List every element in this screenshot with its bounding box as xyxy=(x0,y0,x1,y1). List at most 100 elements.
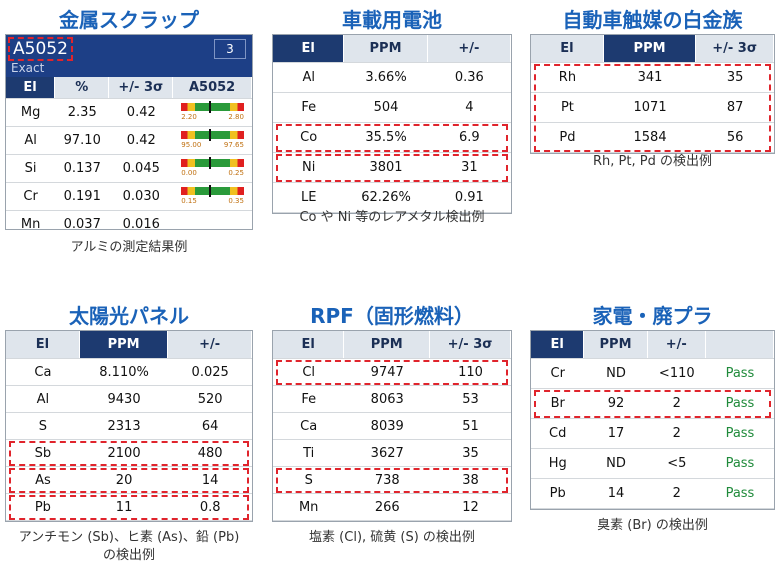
caption: アルミの測定結果例 xyxy=(70,240,188,255)
table-cell: Pass xyxy=(725,456,755,471)
table-cell: Ni xyxy=(302,160,316,175)
table-cell: 56 xyxy=(726,130,744,145)
table-cell: 14 xyxy=(201,472,219,488)
column-header-cell: +/- 3σ xyxy=(430,331,511,358)
panel: RPF（固形燃料） El PPM +/- 3σ Cl 9747 110 Fe 8063 53 Ca 8… xyxy=(272,0,512,568)
table-cell: 87 xyxy=(726,100,744,115)
table-cell: 9747 xyxy=(370,364,404,380)
table-cell: 62.26% xyxy=(361,190,411,205)
table-cell: Al xyxy=(24,133,37,148)
column-header-cell: PPM xyxy=(584,331,648,358)
column-header-cell: El xyxy=(6,331,80,358)
table-row: Mn 266 12 xyxy=(273,494,511,521)
column-header-cell xyxy=(705,331,774,358)
table-cell: Al xyxy=(302,70,315,85)
table-row: S 2313 64 xyxy=(6,413,252,440)
table-cell: Pb xyxy=(549,486,566,501)
panel-title: RPF（固形燃料） xyxy=(310,304,474,328)
table-cell: Pd xyxy=(559,130,576,145)
column-header-cell: PPM xyxy=(344,35,428,62)
table-cell: 0.191 xyxy=(63,189,101,204)
column-header-cell: El xyxy=(531,35,604,62)
table-cell: Ti xyxy=(303,445,315,461)
column-header-cell: El xyxy=(273,35,345,62)
table-cell: 35 xyxy=(726,70,744,85)
table-cell: 738 xyxy=(374,472,400,488)
table-cell: 20 xyxy=(115,472,133,488)
table-cell: Fe xyxy=(301,391,317,407)
table-row: Mn 0.037 0.016 xyxy=(6,211,252,230)
range-max: 0.35 xyxy=(228,197,244,205)
range-min: 2.20 xyxy=(181,113,197,121)
table-cell: 520 xyxy=(197,391,223,407)
gauge-marker xyxy=(209,185,212,197)
table-cell: Br xyxy=(550,396,565,411)
table-cell: 0.037 xyxy=(63,217,101,230)
column-header: El% +/- 3σ A5052 xyxy=(6,77,252,99)
table-cell: 2313 xyxy=(107,418,141,434)
highlight-box xyxy=(9,495,249,520)
gauge-marker xyxy=(209,157,212,169)
table-cell: As xyxy=(35,472,51,488)
table-row: As 20 14 xyxy=(6,467,252,494)
panel: 金属スクラップ A5052 3 Exact El% +/- 3σ A5052 Mg 2.35 0.… xyxy=(5,0,253,568)
table-cell: 266 xyxy=(374,499,400,515)
table-row: Si 0.137 0.045 0.00 0.25 xyxy=(6,155,252,183)
table-cell: ND xyxy=(606,366,626,381)
table-row: Cl 9747 110 xyxy=(273,359,511,386)
table-cell: 0.030 xyxy=(122,189,160,204)
table-cell: Co xyxy=(300,130,318,145)
table-cell: 4 xyxy=(465,100,474,115)
highlight-box xyxy=(276,124,508,152)
panel: 自動車触媒の白金族 El PPM +/- 3σ Rh 341 35 Pt 1071 87 Pd 158… xyxy=(530,0,775,568)
highlight-box xyxy=(534,64,771,152)
table-cell: Fe xyxy=(301,100,317,115)
table-row: Rh 341 35 xyxy=(531,63,774,93)
table-cell: Ca xyxy=(300,418,318,434)
table-row: S 738 38 xyxy=(273,467,511,494)
highlight-box xyxy=(9,468,249,493)
table-cell: 0.045 xyxy=(122,161,160,176)
column-header-cell: El xyxy=(531,331,585,358)
table-cell: 341 xyxy=(637,70,663,85)
table-cell: 480 xyxy=(197,445,223,461)
column-header-cell: +/- 3σ xyxy=(696,35,774,62)
caption: Co や Ni 等のレアメタル検出例 xyxy=(299,210,485,225)
highlight-box xyxy=(534,390,771,418)
table-cell: 11 xyxy=(115,499,133,515)
table-cell: 17 xyxy=(607,426,625,441)
gauge-cell: 2.20 2.80 xyxy=(173,99,252,126)
table-cell: 31 xyxy=(461,160,478,175)
column-header-cell: +/- xyxy=(427,35,511,62)
table-row: LE 62.26% 0.91 xyxy=(273,183,511,213)
range-min: 0.00 xyxy=(181,169,197,177)
gauge-marker xyxy=(209,129,212,141)
column-header-cell: El xyxy=(273,331,345,358)
table: El PPM +/- 3σ Cl 9747 110 Fe 8063 53 Ca 8039 51 Ti 36… xyxy=(272,330,512,522)
table-cell: Rh xyxy=(558,70,577,85)
table-row: Hg ND <5 Pass xyxy=(531,449,774,479)
caption: アンチモン (Sb)、ヒ素 (As)、鉛 (Pb) xyxy=(18,530,240,545)
table-row: Sb 2100 480 xyxy=(6,440,252,467)
table-row: Mg 2.35 0.42 2.20 2.80 xyxy=(6,99,252,127)
table: El PPM +/- Cr ND <110 Pass Br 92 2 Pass Cd 17 2 Pass Hg… xyxy=(530,330,775,510)
table: El PPM +/- Ca 8.110% 0.025 Al 9430 520 S 2313 64 Sb 2… xyxy=(5,330,253,522)
table-row: Cr ND <110 Pass xyxy=(531,359,774,389)
table-cell: Cd xyxy=(549,426,567,441)
table-cell: 0.42 xyxy=(126,105,156,120)
table-cell: 2 xyxy=(672,426,681,441)
panel: 太陽光パネル El PPM +/- Ca 8.110% 0.025 Al 9430 520 S 231… xyxy=(5,0,253,568)
table-cell: Cr xyxy=(23,189,38,204)
table-cell: 504 xyxy=(373,100,399,115)
table-cell: Al xyxy=(36,391,50,407)
table-cell: Pass xyxy=(725,396,755,411)
range-max: 2.80 xyxy=(228,113,244,121)
panel: 車載用電池 El PPM +/- Al 3.66% 0.36 Fe 504 4 Co 35.5% 6.9… xyxy=(272,0,512,568)
column-header-cell: A5052 xyxy=(173,77,252,98)
gauge xyxy=(181,185,244,197)
result-header: A5052 3 Exact xyxy=(6,35,252,77)
table: El PPM +/- 3σ Rh 341 35 Pt 1071 87 Pd 1584 56 xyxy=(530,34,775,154)
table-cell: 53 xyxy=(462,391,479,407)
table-row: Pb 14 2 Pass xyxy=(531,479,774,509)
table-row: Pb 11 0.8 xyxy=(6,494,252,521)
